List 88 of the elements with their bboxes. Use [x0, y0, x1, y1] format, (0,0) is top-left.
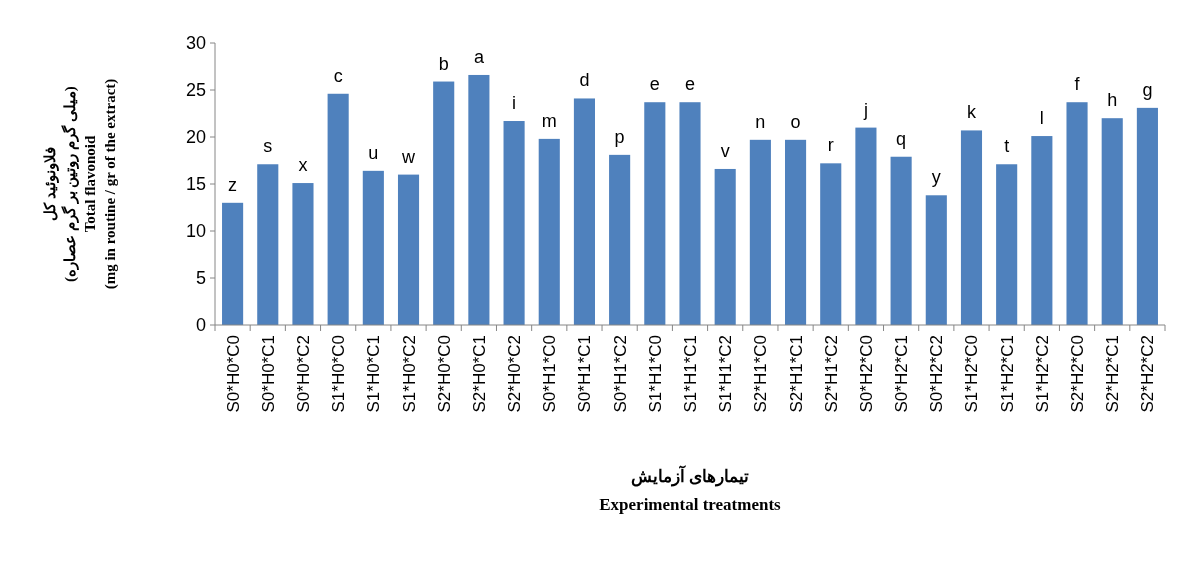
- bar: [1031, 136, 1053, 325]
- y-tick-label: 0: [195, 315, 206, 335]
- x-tick-label: S1*H1*C0: [645, 335, 665, 413]
- x-tick-label: S1*H0*C1: [364, 335, 384, 413]
- x-tick-label: S2*H2*C0: [1068, 335, 1088, 413]
- annotation: c: [333, 65, 343, 86]
- x-tick-label: S0*H2*C0: [856, 335, 876, 413]
- bar: [292, 183, 314, 325]
- bar: [714, 168, 736, 325]
- x-tick-label: S2*H1*C1: [786, 335, 806, 413]
- bar: [960, 130, 983, 325]
- annotation: l: [1039, 108, 1044, 129]
- bar: [855, 127, 877, 325]
- x-tick-label: S1*H2*C0: [962, 335, 982, 413]
- x-tick-label: S0*H0*C2: [293, 335, 313, 413]
- bar: [573, 98, 595, 325]
- x-tick-label: S1*H0*C2: [399, 335, 419, 413]
- bar: [609, 154, 631, 325]
- annotation: x: [298, 155, 308, 176]
- x-tick-label: S0*H1*C2: [610, 335, 630, 413]
- x-tick-label: S1*H1*C2: [716, 335, 736, 413]
- y-tick-label: 15: [185, 174, 206, 194]
- bar: [397, 174, 420, 325]
- x-tick-label: S2*H0*C0: [434, 335, 454, 413]
- bar: [890, 156, 912, 325]
- x-tick-label: S1*H0*C0: [329, 335, 349, 413]
- x-tick-label: S0*H2*C1: [892, 335, 912, 413]
- bar: [362, 170, 384, 325]
- annotation: e: [684, 74, 696, 95]
- x-tick-label: S0*H1*C1: [575, 335, 595, 413]
- annotation: e: [649, 74, 660, 95]
- bar: [749, 139, 771, 325]
- annotation: m: [541, 110, 557, 131]
- annotation: s: [263, 136, 273, 157]
- annotation: o: [790, 111, 801, 132]
- bar: [1136, 107, 1158, 325]
- bar: [996, 164, 1018, 325]
- x-tick-label: S0*H0*C0: [223, 335, 243, 413]
- annotation: u: [368, 142, 379, 163]
- x-tick-label: S0*H0*C1: [258, 335, 278, 413]
- annotation: g: [1142, 79, 1153, 100]
- x-tick-label: S1*H2*C2: [1032, 335, 1052, 413]
- annotation: y: [931, 167, 941, 188]
- x-tick-label: S0*H1*C0: [540, 335, 560, 413]
- x-tick-label: S0*H2*C2: [927, 335, 947, 413]
- annotation: v: [720, 140, 730, 161]
- annotation: j: [862, 99, 868, 120]
- bar: [679, 102, 701, 325]
- annotation: i: [512, 93, 517, 114]
- x-tick-label: S2*H1*C2: [821, 335, 841, 413]
- x-tick-label: S2*H0*C2: [505, 335, 525, 413]
- bar: [785, 139, 807, 325]
- bar: [1066, 102, 1088, 325]
- x-tick-label: S2*H1*C0: [751, 335, 771, 413]
- annotation: r: [827, 135, 834, 156]
- y-tick-label: 30: [185, 33, 206, 53]
- annotation: a: [473, 46, 485, 67]
- annotation: f: [1074, 74, 1081, 95]
- bar: [327, 93, 349, 325]
- bar: [433, 81, 455, 325]
- annotation: t: [1004, 136, 1010, 157]
- annotation: n: [755, 111, 766, 132]
- x-tick-label: S1*H1*C1: [681, 335, 700, 413]
- bar: [257, 164, 279, 325]
- bar: [1101, 118, 1123, 325]
- annotation: k: [966, 102, 977, 123]
- bar: [820, 163, 842, 325]
- y-tick-label: 5: [195, 268, 206, 288]
- annotation: z: [228, 174, 238, 195]
- x-tick-label: S1*H2*C1: [997, 335, 1017, 413]
- annotation: d: [579, 70, 590, 91]
- bar: [222, 202, 244, 325]
- bar: [925, 195, 947, 325]
- y-tick-label: 20: [185, 127, 206, 147]
- x-tick-label: S2*H2*C2: [1138, 335, 1158, 413]
- annotation: q: [896, 128, 907, 149]
- x-tick-label: S2*H2*C1: [1103, 335, 1123, 413]
- y-tick-label: 25: [185, 80, 206, 100]
- annotation: h: [1107, 90, 1118, 111]
- annotation: b: [438, 53, 449, 74]
- x-tick-label: S2*H0*C1: [469, 335, 489, 413]
- bar: [468, 74, 490, 325]
- bar: [538, 138, 560, 325]
- bar: [644, 102, 666, 325]
- y-tick-label: 10: [185, 221, 206, 241]
- annotation: w: [401, 146, 417, 167]
- annotation: p: [614, 126, 625, 147]
- bar: [503, 121, 525, 325]
